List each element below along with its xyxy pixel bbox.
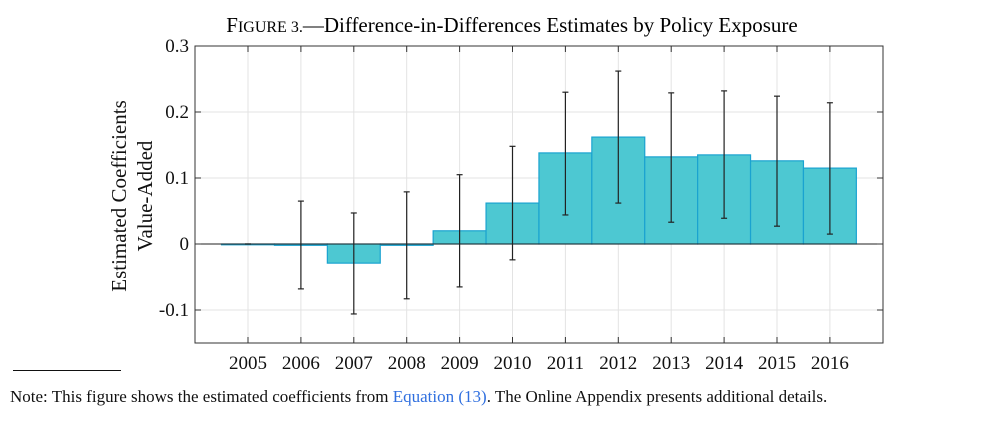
x-tick-label: 2010 <box>494 353 532 374</box>
y-tick-labels: -0.1 0 0.1 0.2 0.3 <box>159 36 189 321</box>
x-tick-label: 2013 <box>652 353 690 374</box>
figure-label: FIGURE 3.— <box>226 13 325 37</box>
error-bars <box>245 70 833 315</box>
plot-frame <box>194 45 884 344</box>
chart: FIGURE 3.—Difference-in-Differences Esti… <box>107 13 884 374</box>
y-tick-label: 0.3 <box>165 36 189 57</box>
chart-title: FIGURE 3.—Difference-in-Differences Esti… <box>226 13 797 37</box>
error-bar-2014 <box>721 90 728 219</box>
figure-note: Note: This figure shows the estimated co… <box>10 386 990 407</box>
x-tick-labels: 2005 2006 2007 2008 2009 2010 2011 2012 2013 2014… <box>229 353 849 374</box>
error-bar-2013 <box>668 92 675 223</box>
footnote-rule <box>13 370 121 371</box>
error-bar-2007 <box>350 212 357 315</box>
x-tick-label: 2007 <box>335 353 373 374</box>
equation-link[interactable]: Equation (13) <box>392 387 487 406</box>
x-tick-label: 2012 <box>599 353 637 374</box>
y-axis-label-1: Estimated Coefficients <box>107 100 131 291</box>
x-tick-label: 2016 <box>811 353 849 374</box>
error-bar-2008 <box>403 191 410 300</box>
error-bar-2016 <box>826 102 833 235</box>
x-tick-label: 2006 <box>282 353 320 374</box>
x-tick-label: 2009 <box>441 353 479 374</box>
error-bar-2009 <box>456 174 463 288</box>
error-bar-2006 <box>297 200 304 290</box>
y-tick-label: 0.1 <box>165 168 189 189</box>
y-axis-label-2: Value-Added <box>133 140 157 251</box>
error-bar-2010 <box>509 145 516 261</box>
y-tick-label: 0 <box>180 234 190 255</box>
x-tick-label: 2011 <box>547 353 584 374</box>
figure-label-initial: F <box>226 13 238 37</box>
y-tick-label: 0.2 <box>165 102 189 123</box>
axes <box>194 45 884 344</box>
note-suffix: . The Online Appendix presents additiona… <box>486 387 828 406</box>
title-text: Difference-in-Differences Estimates by P… <box>324 13 798 37</box>
error-bar-2012 <box>615 70 622 204</box>
x-tick-label: 2008 <box>388 353 426 374</box>
error-bar-2011 <box>562 91 569 216</box>
figure-label-rest: IGURE 3. <box>238 19 303 36</box>
x-tick-label: 2005 <box>229 353 267 374</box>
x-tick-label: 2015 <box>758 353 796 374</box>
x-tick-label: 2014 <box>705 353 744 374</box>
title-dash: — <box>302 13 325 37</box>
note-prefix: Note: This figure shows the estimated co… <box>10 387 393 406</box>
error-bar-2015 <box>774 95 780 227</box>
y-tick-label: -0.1 <box>159 300 189 321</box>
